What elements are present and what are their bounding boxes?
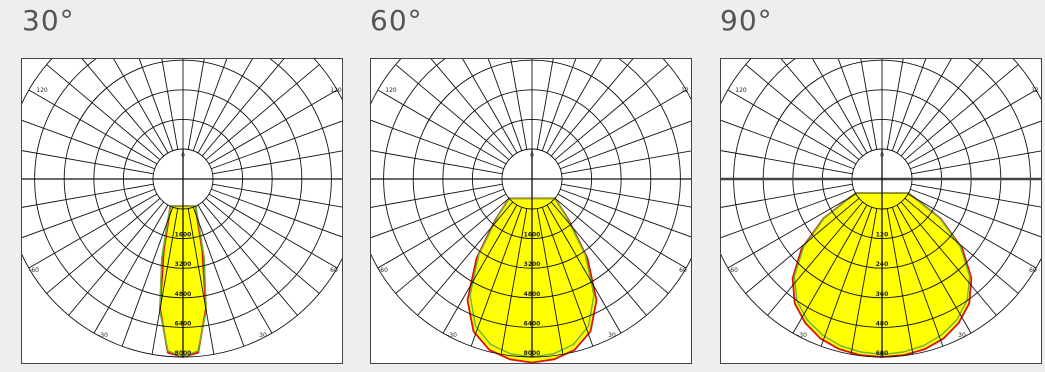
polar-radial-label: 6400 [524, 320, 541, 327]
polar-angle-label: -30 [98, 332, 108, 339]
polar-angle-label: 0 [880, 152, 884, 159]
polar-angle-label: 30 [259, 332, 267, 339]
polar-angle-label: -30 [797, 332, 807, 339]
polar-grid-spoke [901, 59, 996, 156]
polar-angle-label: -60 [728, 267, 738, 274]
polar-grid-spoke [905, 65, 1018, 160]
polar-radial-label: 4800 [175, 291, 192, 298]
polar-angle-label: 12 [681, 87, 689, 94]
polar-angle-label: 0 [181, 152, 185, 159]
polar-radial-label: 6400 [175, 320, 192, 327]
polar-radial-label: 3200 [175, 261, 192, 268]
polar-angle-label-bottom: 0 [530, 352, 534, 359]
polar-grid-spoke [555, 65, 668, 160]
polar-radial-label: 3200 [524, 261, 541, 268]
beam-angle-title-30: 30° [22, 4, 75, 37]
polar-angle-label: 0 [530, 152, 534, 159]
polar-radial-label: 4800 [524, 291, 541, 298]
polar-grid-spoke [746, 65, 859, 160]
polar-angle-label: 120 [735, 87, 747, 94]
polar-angle-label: 30 [608, 332, 616, 339]
polar-grid-spoke [206, 65, 319, 160]
polar-radial-label: 480 [876, 320, 889, 327]
polar-grid-spoke [47, 198, 160, 293]
polar-grid-spoke [768, 59, 863, 156]
polar-angle-label: 120 [36, 87, 48, 94]
polar-grid-spoke [47, 65, 160, 160]
polar-grid-spoke [551, 59, 646, 156]
polar-grid-spoke [202, 59, 297, 156]
polar-angle-label: -60 [29, 267, 39, 274]
polar-angle-label-bottom: 0 [181, 352, 185, 359]
polar-radial-label: 120 [876, 232, 889, 239]
polar-grid-spoke [69, 202, 164, 315]
polar-chart-60: 1600 3200 4800 6400 8000 0 30 60 120 -30 -60 12 0 [370, 58, 692, 364]
polar-angle-label: 120 [330, 87, 342, 94]
polar-angle-label: 60 [1029, 267, 1037, 274]
polar-radial-label: 1600 [524, 232, 541, 239]
polar-angle-label: -30 [447, 332, 457, 339]
polar-angle-label-bottom: 0 [880, 352, 884, 359]
polar-radial-label: 1600 [175, 232, 192, 239]
polar-angle-label: 30 [958, 332, 966, 339]
polar-angle-label: -60 [378, 267, 388, 274]
polar-angle-label: 60 [679, 267, 687, 274]
polar-grid-spoke [202, 202, 297, 315]
polar-chart-90: 120 240 360 480 600 0 30 60 120 -30 -60 12 0 [720, 58, 1042, 364]
polar-radial-label: 360 [876, 291, 889, 298]
polar-angle-label: 120 [385, 87, 397, 94]
polar-angle-label: 12 [1031, 87, 1039, 94]
polar-grid-spoke [206, 198, 319, 293]
beam-angle-title-90: 90° [720, 4, 773, 37]
polar-radial-label: 240 [876, 261, 889, 268]
polar-chart-30: 1600 3200 4800 6400 8000 0 30 60 120 -30 -60 120 0 [21, 58, 343, 364]
polar-angle-label: 60 [330, 267, 338, 274]
polar-grid-spoke [418, 59, 513, 156]
polar-grid-spoke [396, 65, 509, 160]
beam-angle-title-60: 60° [370, 4, 423, 37]
polar-grid-spoke [69, 59, 164, 156]
